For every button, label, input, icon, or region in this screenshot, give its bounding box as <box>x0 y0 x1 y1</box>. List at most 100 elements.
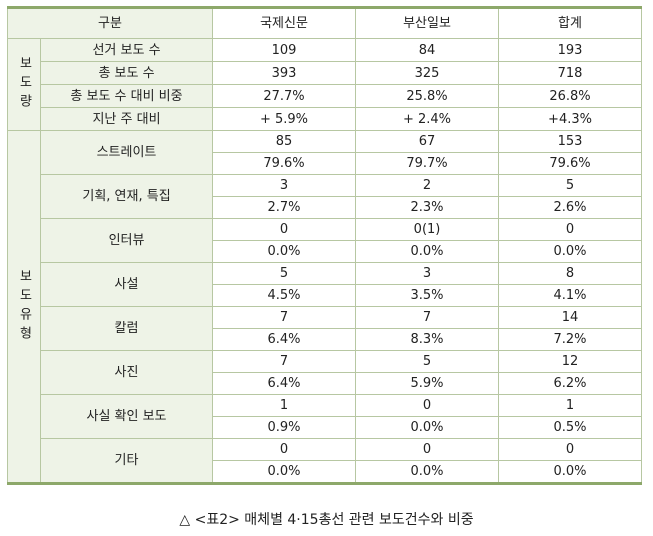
cell-percent: 4.1% <box>498 284 643 307</box>
cell-percent: 0.0% <box>355 460 500 485</box>
table-header-row: 구분 국제신문 부산일보 합계 <box>6 6 643 39</box>
type-count-row: 사진 7 5 12 <box>8 350 643 395</box>
cell-count: 2 <box>355 174 500 197</box>
type-count-row: 기획, 연재, 특집 3 2 5 <box>8 174 643 219</box>
volume-row: 총 보도 수 대비 비중 27.7% 25.8% 26.8% <box>8 84 643 108</box>
cell-value: 193 <box>498 38 643 62</box>
cell-count: 5 <box>355 350 500 373</box>
cell-percent: 2.6% <box>498 196 643 219</box>
row-label: 지난 주 대비 <box>39 107 214 131</box>
cell-percent: 6.4% <box>212 372 357 395</box>
row-label: 사설 <box>39 262 214 307</box>
cell-value: 25.8% <box>355 84 500 108</box>
cell-percent: 79.6% <box>212 152 357 175</box>
row-label: 사실 확인 보도 <box>39 394 214 439</box>
cell-percent: 2.7% <box>212 196 357 219</box>
cell-percent: 5.9% <box>355 372 500 395</box>
header-col2: 부산일보 <box>355 6 500 39</box>
cell-count: 0 <box>355 394 500 417</box>
cell-count: 67 <box>355 130 500 153</box>
cell-percent: 3.5% <box>355 284 500 307</box>
cell-percent: 0.9% <box>212 416 357 439</box>
cell-percent: 0.5% <box>498 416 643 439</box>
type-percent-row: 2.7% 2.3% 2.6% <box>8 196 643 219</box>
cell-percent: 0.0% <box>212 460 357 485</box>
cell-count: 5 <box>212 262 357 285</box>
row-label: 기타 <box>39 438 214 485</box>
media-report-table: 구분 국제신문 부산일보 합계 보도량 선거 보도 수 109 84 193 총 보도 수… <box>6 6 643 485</box>
row-label: 인터뷰 <box>39 218 214 263</box>
cell-percent: 0.0% <box>498 460 643 485</box>
cell-value: + 2.4% <box>355 107 500 131</box>
row-label: 칼럼 <box>39 306 214 351</box>
cell-count: 12 <box>498 350 643 373</box>
cell-count: 8 <box>498 262 643 285</box>
volume-row: 보도량 선거 보도 수 109 84 193 <box>7 38 643 131</box>
cell-count: 153 <box>498 130 643 153</box>
cell-percent: 79.7% <box>355 152 500 175</box>
type-count-row: 사설 5 3 8 <box>8 262 643 307</box>
cell-value: 109 <box>212 38 357 62</box>
cell-percent: 0.0% <box>498 240 643 263</box>
group-label-volume: 보도량 <box>7 38 41 131</box>
table-caption: △ <표2> 매체별 4·15총선 관련 보도건수와 비중 <box>179 512 474 528</box>
cell-count: 1 <box>212 394 357 417</box>
type-percent-row: 0.9% 0.0% 0.5% <box>8 416 643 439</box>
cell-percent: 6.2% <box>498 372 643 395</box>
row-label: 사진 <box>39 350 214 395</box>
cell-percent: 4.5% <box>212 284 357 307</box>
cell-count: 7 <box>212 350 357 373</box>
type-count-row: 칼럼 7 7 14 <box>8 306 643 351</box>
cell-value: 718 <box>498 61 643 85</box>
cell-count: 85 <box>212 130 357 153</box>
type-count-row: 보도유형 스트레이트 85 67 153 <box>7 130 643 485</box>
cell-value: 26.8% <box>498 84 643 108</box>
header-col1: 국제신문 <box>212 6 357 39</box>
cell-percent: 8.3% <box>355 328 500 351</box>
cell-count: 7 <box>212 306 357 329</box>
cell-value: + 5.9% <box>212 107 357 131</box>
row-label: 기획, 연재, 특집 <box>39 174 214 219</box>
cell-count: 0(1) <box>355 218 500 241</box>
group-label-types: 보도유형 <box>7 130 41 485</box>
cell-count: 5 <box>498 174 643 197</box>
row-label: 스트레이트 <box>39 130 214 175</box>
type-percent-row: 0.0% 0.0% 0.0% <box>8 460 643 485</box>
cell-count: 0 <box>355 438 500 461</box>
row-label: 선거 보도 수 <box>39 38 214 62</box>
type-count-row: 기타 0 0 0 <box>8 438 643 485</box>
type-percent-row: 6.4% 8.3% 7.2% <box>8 328 643 351</box>
cell-percent: 0.0% <box>355 416 500 439</box>
cell-count: 0 <box>498 438 643 461</box>
type-percent-row: 6.4% 5.9% 6.2% <box>8 372 643 395</box>
cell-value: 84 <box>355 38 500 62</box>
cell-count: 0 <box>212 218 357 241</box>
header-col3: 합계 <box>498 6 643 39</box>
cell-value: 325 <box>355 61 500 85</box>
cell-percent: 2.3% <box>355 196 500 219</box>
cell-percent: 0.0% <box>212 240 357 263</box>
cell-percent: 0.0% <box>355 240 500 263</box>
row-label: 총 보도 수 <box>39 61 214 85</box>
cell-value: +4.3% <box>498 107 643 131</box>
header-category: 구분 <box>6 6 214 39</box>
cell-percent: 79.6% <box>498 152 643 175</box>
cell-value: 393 <box>212 61 357 85</box>
cell-percent: 7.2% <box>498 328 643 351</box>
cell-count: 7 <box>355 306 500 329</box>
type-count-row: 사실 확인 보도 1 0 1 <box>8 394 643 439</box>
cell-percent: 6.4% <box>212 328 357 351</box>
type-count-row: 인터뷰 0 0(1) 0 <box>8 218 643 263</box>
cell-count: 14 <box>498 306 643 329</box>
cell-value: 27.7% <box>212 84 357 108</box>
cell-count: 3 <box>212 174 357 197</box>
cell-count: 0 <box>212 438 357 461</box>
cell-count: 0 <box>498 218 643 241</box>
cell-count: 1 <box>498 394 643 417</box>
table-body: 보도량 선거 보도 수 109 84 193 총 보도 수 393 325 718 총 보도 수 … <box>7 38 643 485</box>
volume-row: 지난 주 대비 + 5.9% + 2.4% +4.3% <box>8 107 643 131</box>
volume-row: 총 보도 수 393 325 718 <box>8 61 643 85</box>
row-label: 총 보도 수 대비 비중 <box>39 84 214 108</box>
type-percent-row: 4.5% 3.5% 4.1% <box>8 284 643 307</box>
